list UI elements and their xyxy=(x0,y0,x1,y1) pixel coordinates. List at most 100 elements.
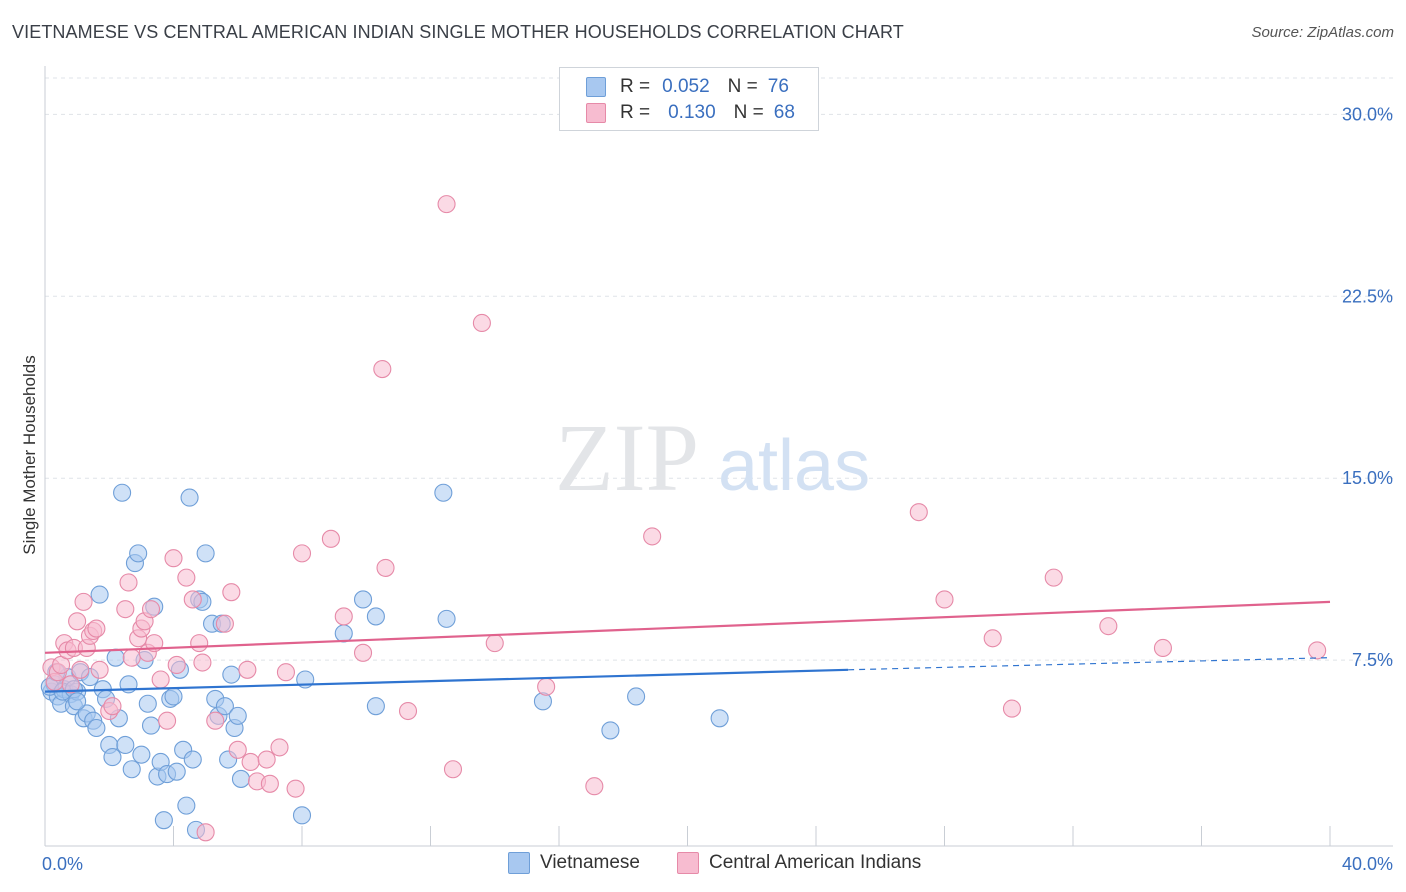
data-point xyxy=(366,697,385,716)
legend-row-vietnamese: R = 0.052 N = 76 xyxy=(586,75,789,99)
data-point xyxy=(141,600,161,619)
tick-labels: 7.5% 15.0% 22.5% 30.0% 0.0% 40.0% xyxy=(42,104,1393,874)
data-point xyxy=(353,643,373,662)
axes xyxy=(44,66,1393,847)
data-point xyxy=(196,823,215,842)
data-point xyxy=(643,527,662,546)
n-value: 68 xyxy=(773,102,795,123)
bottom-legend-label: Vietnamese xyxy=(540,852,640,873)
n-label: N = xyxy=(727,76,758,97)
data-point xyxy=(103,748,122,767)
data-points xyxy=(40,195,1327,842)
data-point xyxy=(909,503,928,522)
data-point xyxy=(276,663,295,682)
data-point xyxy=(292,544,312,563)
data-point xyxy=(138,694,157,713)
watermark-atlas: atlas xyxy=(718,426,870,506)
data-point xyxy=(206,711,225,730)
data-point xyxy=(257,750,276,769)
data-point xyxy=(286,779,305,798)
data-point xyxy=(193,653,212,672)
data-point xyxy=(398,701,418,721)
y-axis-label: Single Mother Households xyxy=(20,355,39,555)
data-point xyxy=(472,313,491,333)
data-point xyxy=(215,697,234,716)
bottom-legend-vietnamese: Vietnamese xyxy=(508,852,640,874)
data-point xyxy=(935,590,954,609)
trend-line-extrapolated xyxy=(848,657,1331,671)
data-point xyxy=(215,614,234,633)
data-point xyxy=(129,544,148,563)
bottom-legend-swatch-central-american-indians xyxy=(677,852,699,874)
legend-swatch-vietnamese xyxy=(586,77,606,97)
data-point xyxy=(116,735,135,755)
data-point xyxy=(585,777,604,796)
data-point xyxy=(270,738,289,757)
data-point xyxy=(228,706,247,725)
data-point xyxy=(260,774,279,793)
data-point xyxy=(190,634,209,653)
data-point xyxy=(1099,617,1118,636)
trend-line xyxy=(44,600,1331,654)
data-point xyxy=(122,760,141,779)
watermark: ZIP atlas xyxy=(555,404,870,511)
data-point xyxy=(141,716,161,735)
data-point xyxy=(353,590,373,609)
r-label: R = xyxy=(620,102,651,123)
y-tick-label: 7.5% xyxy=(1352,650,1393,670)
chart-title: VIETNAMESE VS CENTRAL AMERICAN INDIAN SI… xyxy=(12,22,904,42)
data-point xyxy=(106,648,125,667)
bottom-legend-central-american-indians: Central American Indians xyxy=(677,852,921,874)
data-point xyxy=(437,609,456,628)
data-point xyxy=(983,629,1002,648)
x-tick-label: 0.0% xyxy=(42,854,83,874)
data-point xyxy=(164,687,183,706)
stats-legend: R = 0.052 N = 76 R = 0.130 N = 68 xyxy=(559,67,819,131)
data-point xyxy=(373,359,392,379)
r-value: 0.130 xyxy=(668,102,716,123)
data-point xyxy=(334,607,353,626)
source-label: Source: ZipAtlas.com xyxy=(1251,24,1394,41)
data-point xyxy=(443,760,463,779)
data-point xyxy=(222,583,241,602)
data-point xyxy=(537,677,556,696)
data-point xyxy=(485,634,504,653)
data-point xyxy=(103,697,122,716)
data-point xyxy=(228,740,247,759)
data-point xyxy=(366,607,385,626)
data-point xyxy=(177,796,196,815)
grid-lines xyxy=(45,77,1393,661)
y-tick-label: 22.5% xyxy=(1342,286,1393,306)
data-point xyxy=(601,721,620,740)
data-point xyxy=(122,648,141,667)
data-point xyxy=(119,573,138,592)
data-point xyxy=(196,544,215,563)
n-value: 76 xyxy=(767,76,789,97)
data-point xyxy=(87,718,106,738)
legend-row-central-american-indians: R = 0.130 N = 68 xyxy=(586,101,795,125)
data-point xyxy=(238,660,257,679)
bottom-legend-swatch-vietnamese xyxy=(508,852,530,874)
data-point xyxy=(183,750,202,769)
data-point xyxy=(1308,641,1327,660)
data-point xyxy=(180,488,199,507)
n-label: N = xyxy=(733,102,764,123)
data-point xyxy=(87,619,106,638)
watermark-zip: ZIP xyxy=(555,404,699,511)
data-point xyxy=(68,692,87,711)
data-point xyxy=(90,585,109,604)
data-point xyxy=(1153,638,1172,658)
trend-line xyxy=(44,668,849,693)
data-point xyxy=(177,568,196,587)
data-point xyxy=(167,762,186,781)
data-point xyxy=(116,600,135,619)
data-point xyxy=(437,195,456,214)
data-point xyxy=(61,675,80,694)
r-value: 0.052 xyxy=(662,76,710,97)
data-point xyxy=(1002,699,1022,718)
data-point xyxy=(231,769,251,788)
legend-swatch-central-american-indians xyxy=(586,103,606,123)
data-point xyxy=(151,670,170,689)
x-tick-label: 40.0% xyxy=(1342,854,1393,874)
data-point xyxy=(183,590,202,609)
